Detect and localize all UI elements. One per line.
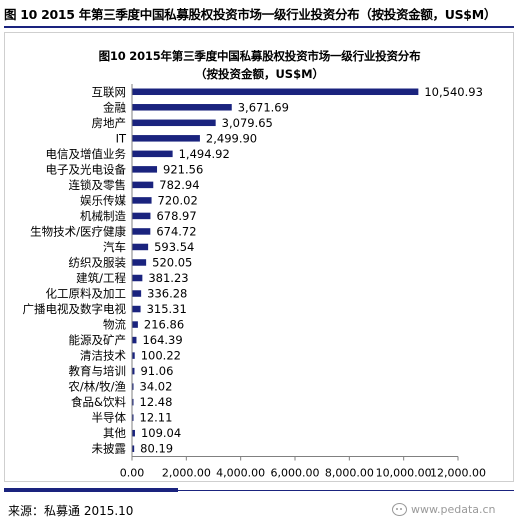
bar: [132, 429, 135, 437]
figure-header-title: 图 10 2015 年第三季度中国私募股权投资市场一级行业投资分布（按投资金额，…: [4, 7, 497, 22]
bar: [132, 212, 151, 220]
value-label: 3,671.69: [238, 100, 289, 114]
x-tick-label: 2,000.00: [162, 466, 211, 479]
bar: [132, 197, 152, 204]
bar: [132, 383, 134, 390]
category-label: 机械制造: [80, 209, 126, 223]
source-note: 来源：私募通 2015.10: [8, 504, 134, 518]
category-label: 娱乐传媒: [80, 193, 126, 207]
category-label: 清洁技术: [80, 349, 126, 363]
x-tick-label: 8,000.00: [325, 466, 374, 479]
value-label: 216.86: [144, 318, 184, 332]
value-label: 336.28: [147, 287, 187, 301]
category-label: 其他: [103, 426, 126, 440]
footer-divider: [4, 490, 514, 491]
category-label: 纺织及服装: [69, 255, 127, 269]
category-label: 汽车: [103, 240, 126, 254]
value-label: 593.54: [154, 240, 194, 254]
bar: [132, 445, 135, 452]
category-label: 物流: [103, 318, 126, 332]
category-label: 半导体: [92, 411, 127, 425]
bar: [132, 321, 138, 328]
chart-frame: [4, 32, 514, 482]
category-label: 电信及增值业务: [46, 147, 127, 161]
bar: [132, 352, 135, 359]
x-tick-label: 4,000.00: [216, 466, 265, 479]
category-label: 未披露: [92, 442, 127, 456]
category-label: 建筑/工程: [76, 271, 126, 285]
watermark: www.pedata.cn: [392, 497, 512, 521]
bar: [132, 290, 142, 297]
bar: [132, 88, 419, 96]
category-label: 广播电视及数字电视: [23, 302, 127, 316]
category-label: 食品&饮料: [71, 395, 126, 409]
value-label: 921.56: [163, 162, 203, 176]
bar: [132, 274, 143, 282]
value-label: 12.11: [140, 411, 173, 425]
bar: [132, 166, 158, 173]
value-label: 109.04: [141, 426, 181, 440]
value-label: 720.02: [158, 193, 198, 207]
bar: [132, 243, 149, 251]
bar: [132, 135, 200, 142]
category-label: 房地产: [92, 116, 127, 130]
x-tick-label: 10,000.00: [376, 466, 432, 479]
bar: [132, 104, 232, 111]
x-tick-label: 12,000.00: [430, 466, 486, 479]
x-tick-label: 6,000.00: [271, 466, 320, 479]
value-label: 164.39: [142, 333, 182, 347]
category-label: 连锁及零售: [69, 178, 127, 192]
category-label: 互联网: [92, 85, 127, 99]
value-label: 100.22: [141, 349, 181, 363]
chart-subtitle: （按投资金额，US$M）: [194, 67, 325, 81]
value-label: 12.48: [140, 395, 173, 409]
category-label: 农/林/牧/渔: [68, 380, 126, 394]
category-label: IT: [116, 131, 127, 145]
bar: [132, 336, 137, 344]
value-label: 520.05: [152, 255, 192, 269]
bar: [132, 398, 134, 406]
value-label: 80.19: [140, 442, 173, 456]
chart-title: 图10 2015年第三季度中国私募股权投资市场一级行业投资分布: [98, 49, 421, 63]
category-label: 金融: [103, 100, 126, 114]
watermark-text: www.pedata.cn: [411, 502, 496, 516]
value-label: 2,499.90: [206, 131, 257, 145]
category-label: 教育与培训: [69, 364, 127, 378]
value-label: 1,494.92: [179, 147, 230, 161]
category-label: 生物技术/医疗健康: [30, 224, 126, 238]
category-label: 电子及光电设备: [46, 162, 127, 176]
bar: [132, 414, 134, 421]
bar: [132, 305, 141, 313]
value-label: 34.02: [140, 380, 173, 394]
value-label: 315.31: [147, 302, 187, 316]
x-tick-label: 0.00: [120, 466, 145, 479]
value-label: 674.72: [156, 224, 196, 238]
value-label: 782.94: [159, 178, 199, 192]
bar: [132, 119, 216, 127]
value-label: 91.06: [140, 364, 173, 378]
category-label: 化工原料及加工: [46, 287, 127, 301]
value-label: 678.97: [156, 209, 196, 223]
category-label: 能源及矿产: [69, 333, 127, 347]
bar: [132, 367, 135, 375]
bar: [132, 150, 173, 158]
value-label: 10,540.93: [424, 85, 483, 99]
bar: [132, 181, 154, 189]
bar: [132, 259, 147, 266]
value-label: 3,079.65: [222, 116, 273, 130]
value-label: 381.23: [148, 271, 188, 285]
bar: [132, 228, 151, 235]
header-divider: [4, 26, 514, 28]
wechat-icon: [392, 502, 407, 516]
